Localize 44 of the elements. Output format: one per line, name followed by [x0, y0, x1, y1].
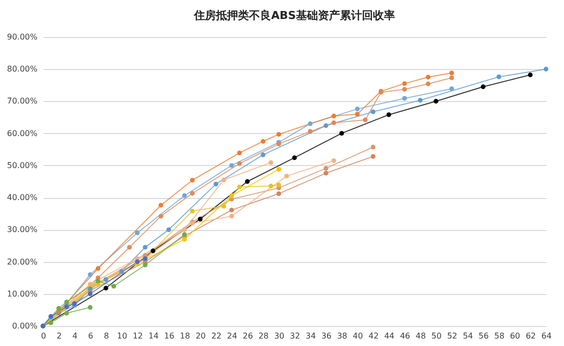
x-tick-label: 16	[164, 332, 174, 340]
x-tick-label: 30	[274, 332, 284, 340]
x-tick-label: 38	[337, 332, 348, 340]
y-tick-label: 0.00%	[12, 322, 38, 330]
x-tick-label: 26	[242, 332, 253, 340]
x-tick-label: 42	[368, 332, 379, 340]
x-tick-label: 12	[132, 332, 143, 340]
x-tick-label: 18	[180, 332, 190, 340]
x-tick-label: 28	[258, 332, 269, 340]
x-tick-label: 10	[117, 332, 128, 340]
x-tick-label: 32	[290, 332, 300, 340]
y-tick-label: 60.00%	[6, 128, 38, 138]
x-tick-label: 24	[227, 332, 238, 340]
x-tick-label: 46	[400, 332, 410, 340]
x-tick-label: 14	[148, 332, 159, 340]
x-tick-label: 54	[462, 332, 473, 340]
chart-title: 住房抵押类不良ABS基础资产累计回收率	[193, 9, 395, 22]
x-tick-label: 6	[88, 332, 94, 340]
y-tick-label: 70.00%	[6, 96, 38, 106]
x-tick-label: 34	[306, 332, 316, 340]
x-tick-label: 36	[321, 332, 332, 340]
x-tick-label: 8	[104, 332, 109, 340]
x-tick-label: 56	[478, 332, 489, 340]
y-tick-label: 80.00%	[6, 64, 38, 74]
y-tick-label: 30.00%	[6, 225, 38, 234]
y-tick-label: 10.00%	[6, 289, 38, 298]
x-tick-label: 0	[40, 332, 46, 340]
y-tick-label: 90.00%	[6, 32, 38, 42]
x-tick-label: 64	[541, 332, 552, 340]
x-tick-label: 40	[352, 332, 363, 340]
x-tick-label: 4	[72, 332, 78, 340]
x-tick-label: 44	[384, 332, 394, 340]
x-tick-label: 2	[56, 332, 62, 340]
x-tick-label: 22	[211, 332, 222, 340]
x-tick-label: 48	[416, 332, 426, 340]
y-tick-label: 50.00%	[6, 160, 38, 170]
x-tick-label: 62	[526, 332, 536, 340]
x-tick-label: 20	[196, 332, 206, 340]
x-tick-label: 52	[447, 332, 458, 340]
x-tick-label: 60	[510, 332, 520, 340]
x-tick-label: 50	[431, 332, 442, 340]
y-tick-label: 20.00%	[6, 257, 38, 266]
x-tick-label: 58	[494, 332, 504, 340]
y-tick-label: 40.00%	[6, 193, 38, 202]
